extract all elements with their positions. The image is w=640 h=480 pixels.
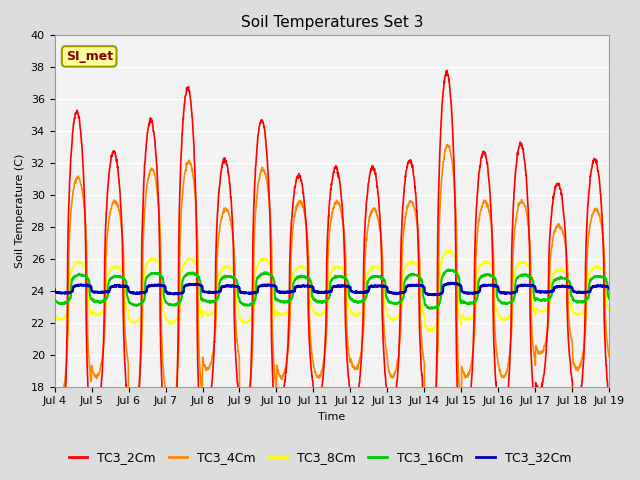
Text: SI_met: SI_met	[66, 50, 113, 63]
X-axis label: Time: Time	[318, 412, 346, 422]
Legend: TC3_2Cm, TC3_4Cm, TC3_8Cm, TC3_16Cm, TC3_32Cm: TC3_2Cm, TC3_4Cm, TC3_8Cm, TC3_16Cm, TC3…	[63, 446, 577, 469]
Title: Soil Temperatures Set 3: Soil Temperatures Set 3	[241, 15, 423, 30]
Y-axis label: Soil Temperature (C): Soil Temperature (C)	[15, 154, 25, 268]
